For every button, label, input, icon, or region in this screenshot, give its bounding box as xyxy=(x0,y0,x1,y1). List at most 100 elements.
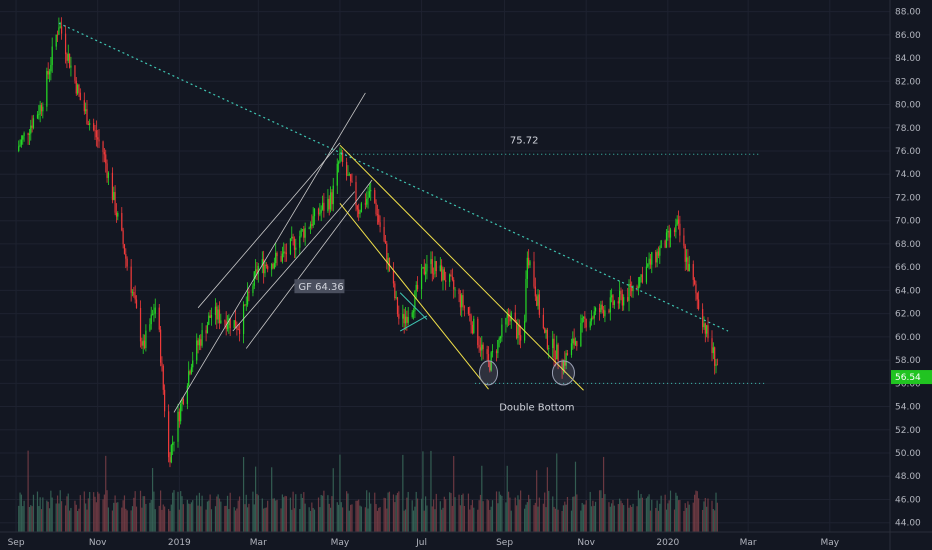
volume-bar xyxy=(95,502,97,532)
candle-body xyxy=(641,274,644,283)
candle-body xyxy=(538,294,540,315)
candle-body xyxy=(685,257,688,262)
volume-bar xyxy=(546,467,548,532)
volume-bar xyxy=(242,457,245,532)
volume-bar xyxy=(514,497,516,532)
last-price-badge: 56.54 xyxy=(891,370,932,385)
volume-bar xyxy=(524,508,526,532)
volume-bar xyxy=(706,506,708,532)
candle-body xyxy=(570,343,573,356)
volume-bar xyxy=(415,491,417,532)
volume-bar xyxy=(304,503,306,532)
candle-body xyxy=(121,213,123,231)
candle-body xyxy=(473,318,475,334)
candle-body xyxy=(40,105,43,112)
candle-body xyxy=(208,315,210,325)
volume-bar xyxy=(592,500,594,532)
candle-body xyxy=(161,362,163,366)
candle-body xyxy=(525,278,527,322)
volume-bar xyxy=(246,507,249,532)
y-tick-label: 56.00 xyxy=(895,379,921,389)
volume-bar xyxy=(18,505,20,532)
volume-bar xyxy=(143,496,146,532)
volume-bar xyxy=(126,510,128,532)
candle-body xyxy=(93,123,95,131)
volume-bar xyxy=(328,503,330,532)
candlesticks[interactable] xyxy=(18,17,718,468)
volume-bar xyxy=(94,496,96,532)
candle-body xyxy=(360,203,362,213)
candle-body xyxy=(656,251,658,263)
volume-bar xyxy=(280,508,282,532)
candle-body xyxy=(612,295,614,305)
volume-bar xyxy=(542,503,544,532)
candle-body xyxy=(142,340,144,346)
candle-body xyxy=(218,309,221,324)
candle-body xyxy=(234,320,237,328)
volume-bar xyxy=(683,510,685,532)
volume-bar xyxy=(158,505,160,532)
volume-bar xyxy=(497,503,499,532)
candle-body xyxy=(348,174,350,175)
candle-body xyxy=(402,314,404,319)
candle-body xyxy=(375,202,377,215)
volume-bar xyxy=(651,499,653,532)
candle-body xyxy=(439,265,441,271)
volume-bar xyxy=(98,493,100,532)
last-price-value: 56.54 xyxy=(895,373,921,383)
volume-bar xyxy=(601,498,603,532)
volume-bar xyxy=(636,506,638,532)
candle-body xyxy=(329,192,332,210)
volume-bar xyxy=(570,510,573,532)
candle-body xyxy=(246,291,249,305)
double-bottom-label: Double Bottom xyxy=(499,403,574,414)
x-tick-label: Mar xyxy=(250,538,267,548)
candle-body xyxy=(499,336,502,339)
candle-body xyxy=(60,26,63,34)
volume-bar xyxy=(123,495,126,532)
candle-body xyxy=(581,317,583,323)
volume-bar xyxy=(97,491,99,532)
volume-bar xyxy=(453,456,455,532)
candle-body xyxy=(56,34,59,36)
volume-bar xyxy=(205,509,207,532)
volume-bar xyxy=(442,507,444,532)
candle-body xyxy=(70,65,72,68)
x-tick-label: Nov xyxy=(577,538,595,548)
candle-body xyxy=(321,202,324,210)
candle-body xyxy=(411,312,413,318)
candle-body xyxy=(256,269,258,275)
y-axis[interactable]: 44.00 46.00 48.00 50.00 52.00 54.00 56.00 58.00… xyxy=(889,0,921,550)
drawings-layer[interactable] xyxy=(58,22,767,413)
y-tick-label: 80.00 xyxy=(895,101,921,111)
candle-body xyxy=(89,123,91,125)
candle-body xyxy=(585,319,587,328)
candle-body xyxy=(19,144,21,147)
volume-bar xyxy=(303,492,305,532)
candle-body xyxy=(48,71,51,75)
candle-body xyxy=(273,263,275,269)
candle-body xyxy=(238,329,241,334)
volume-bar xyxy=(317,497,320,532)
volume-bar xyxy=(337,504,340,532)
rising-channel-mid xyxy=(197,142,341,309)
candle-body xyxy=(283,251,285,254)
volume-bar xyxy=(283,497,285,532)
volume-bar xyxy=(272,498,274,532)
volume-bar xyxy=(647,496,649,532)
x-axis[interactable]: Sep Nov 2019 Mar May Jul Sep Nov 2020 Mar May xyxy=(0,531,932,548)
candle-body xyxy=(351,181,353,183)
volume-bar xyxy=(188,503,190,532)
candle-body xyxy=(216,306,218,320)
volume-bar xyxy=(384,498,387,532)
candle-body xyxy=(304,227,306,238)
candle-body xyxy=(506,314,508,318)
volume-bar xyxy=(208,500,210,532)
volume-bar xyxy=(134,491,136,532)
volume-bar xyxy=(265,507,267,532)
volume-bar xyxy=(467,493,470,532)
volume-bar xyxy=(153,491,155,532)
candle-body xyxy=(206,324,209,334)
volume-bar xyxy=(561,510,563,532)
